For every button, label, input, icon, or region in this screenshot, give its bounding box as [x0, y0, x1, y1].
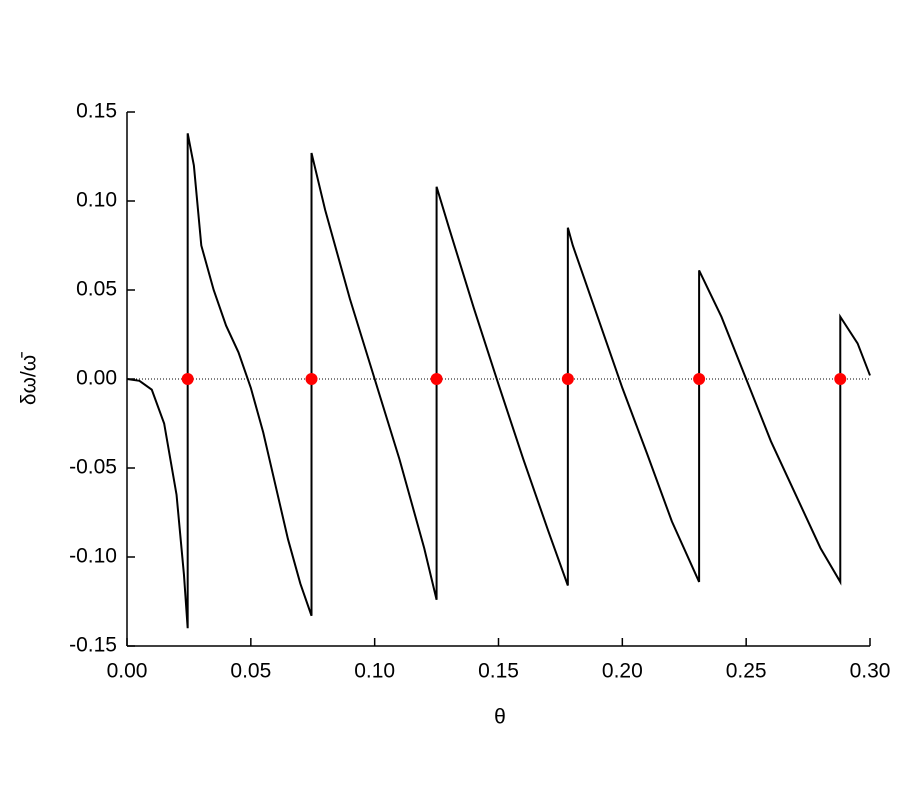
y-tick-label: -0.05 [69, 456, 117, 479]
data-point [561, 373, 574, 385]
data-line [126, 133, 871, 629]
y-tick-label: 0.00 [76, 367, 117, 390]
x-tick-label: 0.15 [478, 660, 519, 683]
y-tick-label: 0.15 [76, 100, 117, 123]
x-tick-label: 0.10 [354, 660, 395, 683]
data-point [305, 373, 318, 385]
y-tick-label: -0.10 [69, 545, 117, 568]
data-point [693, 373, 706, 385]
data-point [834, 373, 847, 385]
x-tick-label: 0.30 [850, 660, 891, 683]
data-point [430, 373, 443, 385]
data-point [181, 373, 194, 385]
x-tick-label: 0.05 [230, 660, 271, 683]
y-axis-label: δω/ω̄ [18, 352, 41, 405]
y-tick-label: 0.10 [76, 189, 117, 212]
y-tick-label: -0.15 [69, 634, 117, 657]
x-tick-label: 0.20 [602, 660, 643, 683]
x-tick-label: 0.25 [726, 660, 767, 683]
x-tick-label: 0.00 [107, 660, 148, 683]
x-axis-label: θ [494, 706, 506, 729]
y-tick-label: 0.05 [76, 278, 117, 301]
